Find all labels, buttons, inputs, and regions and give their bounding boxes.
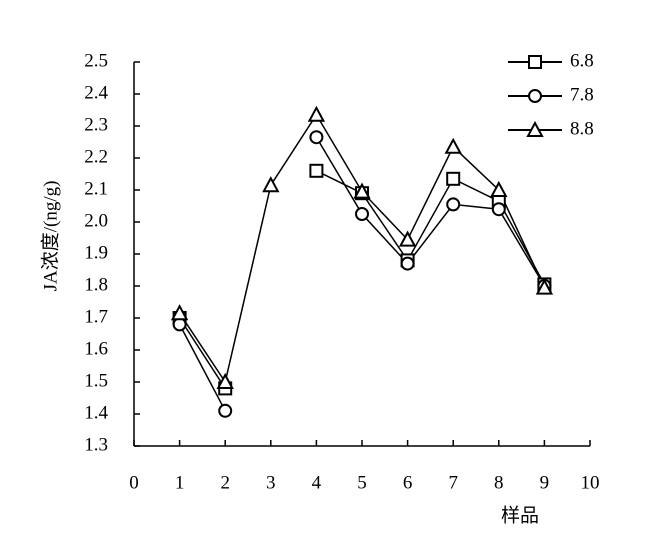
series-line [178, 136, 546, 412]
x-tick-label: 8 [494, 472, 504, 493]
y-tick-label: 1.9 [84, 242, 108, 263]
y-tick-label: 2.5 [84, 50, 108, 71]
marker [309, 163, 324, 178]
legend-label: 8.8 [570, 118, 594, 139]
y-tick-label: 1.3 [84, 434, 108, 455]
marker [398, 230, 417, 247]
x-tick-label: 10 [581, 472, 600, 493]
y-tick-label: 2.4 [84, 82, 108, 103]
y-tick-label: 1.8 [84, 274, 108, 295]
y-tick-label: 1.5 [84, 370, 108, 391]
marker [218, 403, 233, 418]
y-tick-label: 2.3 [84, 114, 108, 135]
x-tick-label: 1 [175, 472, 185, 493]
y-axis-label: JA浓度/(ng/g) [39, 181, 61, 292]
legend-label: 7.8 [570, 84, 594, 105]
series-line [178, 113, 546, 384]
marker [353, 182, 371, 199]
marker [170, 304, 189, 321]
x-tick-label: 3 [266, 472, 276, 493]
series-line [178, 170, 546, 389]
marker [446, 197, 461, 212]
marker [309, 130, 324, 145]
marker [355, 207, 369, 221]
y-tick-label: 2.2 [84, 146, 108, 167]
x-tick-label: 4 [312, 472, 322, 493]
marker [444, 137, 462, 154]
marker [526, 120, 544, 137]
marker [216, 372, 234, 389]
y-tick-label: 1.4 [84, 402, 108, 423]
x-tick-label: 6 [403, 472, 413, 493]
x-tick-label: 5 [357, 472, 367, 493]
marker [400, 256, 415, 271]
x-tick-label: 2 [220, 472, 230, 493]
y-tick-label: 1.7 [84, 306, 108, 327]
y-tick-label: 2.0 [84, 210, 108, 231]
x-tick-label: 0 [129, 472, 139, 493]
marker [262, 176, 280, 193]
marker [528, 89, 542, 103]
y-tick-label: 1.6 [84, 338, 108, 359]
marker [307, 105, 326, 122]
legend-label: 6.8 [570, 50, 594, 71]
x-tick-label: 9 [540, 472, 550, 493]
marker [490, 180, 508, 197]
x-axis-label: 样品 [501, 504, 539, 526]
y-tick-label: 2.1 [84, 178, 108, 199]
marker [528, 55, 542, 69]
marker [491, 202, 506, 217]
marker [446, 171, 461, 186]
x-tick-label: 7 [448, 472, 458, 493]
marker [535, 278, 554, 295]
